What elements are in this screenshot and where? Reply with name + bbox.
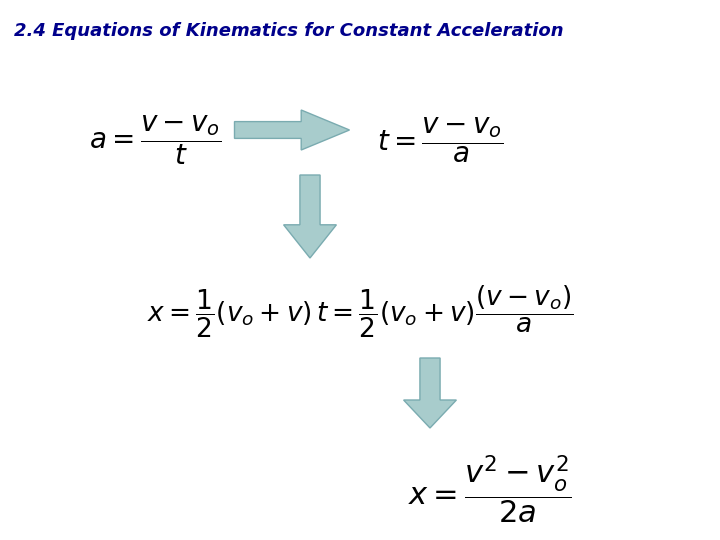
Text: $x = \dfrac{v^2 - v_o^2}{2a}$: $x = \dfrac{v^2 - v_o^2}{2a}$ [408, 454, 572, 526]
Polygon shape [284, 175, 336, 258]
Text: $x = \dfrac{1}{2}(v_o + v)\,t = \dfrac{1}{2}(v_o + v)\dfrac{(v - v_o)}{a}$: $x = \dfrac{1}{2}(v_o + v)\,t = \dfrac{1… [147, 284, 573, 340]
Text: 2.4 Equations of Kinematics for Constant Acceleration: 2.4 Equations of Kinematics for Constant… [14, 22, 564, 40]
Text: $t = \dfrac{v - v_o}{a}$: $t = \dfrac{v - v_o}{a}$ [377, 115, 503, 165]
Polygon shape [235, 110, 349, 150]
Text: $a = \dfrac{v - v_o}{t}$: $a = \dfrac{v - v_o}{t}$ [89, 113, 221, 167]
Polygon shape [404, 358, 456, 428]
